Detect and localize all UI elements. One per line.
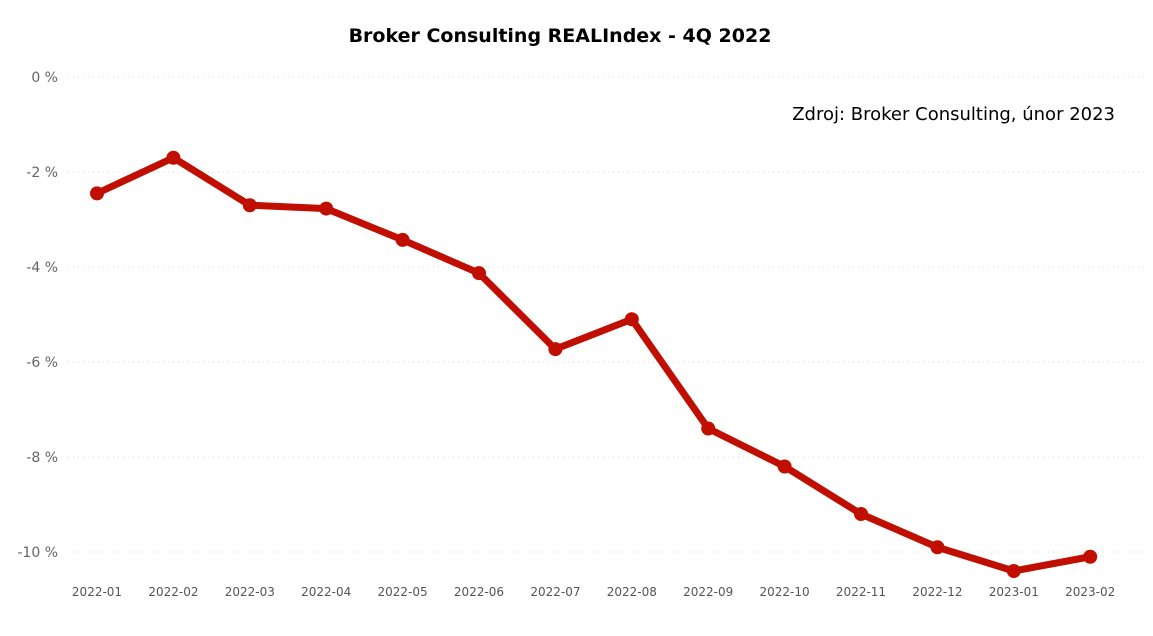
- gridlines: [68, 76, 1145, 553]
- data-point: [242, 198, 257, 213]
- x-tick-label: 2022-12: [912, 585, 962, 599]
- x-tick-label: 2022-08: [607, 585, 657, 599]
- y-axis-ticks: 0 % -2 % -4 % -6 % -8 % -10 %: [17, 70, 58, 561]
- data-point: [395, 232, 410, 247]
- x-tick-label: 2022-06: [454, 585, 504, 599]
- data-point: [548, 342, 563, 357]
- x-tick-label: 2022-10: [760, 585, 810, 599]
- y-tick-label: 0 %: [31, 70, 58, 86]
- x-tick-label: 2023-02: [1065, 585, 1115, 599]
- x-tick-label: 2022-07: [530, 585, 580, 599]
- x-tick-label: 2022-01: [72, 585, 122, 599]
- x-tick-label: 2022-04: [301, 585, 351, 599]
- x-tick-label: 2023-01: [989, 585, 1039, 599]
- y-tick-label: -10 %: [17, 545, 58, 561]
- data-point: [90, 186, 104, 201]
- x-axis-ticks: 2022-01 2022-02 2022-03 2022-04 2022-05 2022-…: [72, 585, 1115, 599]
- x-tick-label: 2022-11: [836, 585, 886, 599]
- data-point: [1083, 549, 1098, 564]
- y-tick-label: -6 %: [26, 355, 58, 371]
- x-tick-label: 2022-02: [148, 585, 198, 599]
- data-point: [777, 459, 792, 474]
- data-point: [166, 150, 181, 165]
- data-point: [854, 507, 868, 521]
- data-point: [472, 266, 486, 281]
- data-point: [1006, 564, 1021, 578]
- y-tick-label: -4 %: [26, 260, 58, 276]
- y-tick-label: -8 %: [26, 450, 58, 466]
- data-point: [319, 201, 334, 216]
- chart-title: Broker Consulting REALIndex - 4Q 2022: [349, 25, 772, 47]
- data-point: [624, 312, 639, 327]
- y-tick-label: -2 %: [26, 165, 58, 181]
- source-annotation: Zdroj: Broker Consulting, únor 2023: [792, 104, 1115, 125]
- x-tick-label: 2022-05: [378, 585, 428, 599]
- data-point: [930, 540, 945, 555]
- data-series: [90, 150, 1098, 578]
- series-line: [93, 154, 1094, 575]
- x-tick-label: 2022-03: [225, 585, 275, 599]
- data-point: [701, 421, 716, 436]
- x-tick-label: 2022-09: [683, 585, 733, 599]
